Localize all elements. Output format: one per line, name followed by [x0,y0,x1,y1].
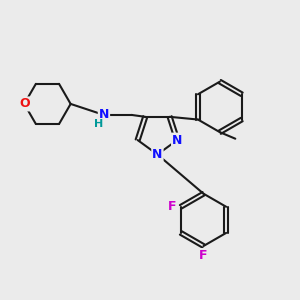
Text: N: N [152,148,163,161]
Text: F: F [168,200,176,213]
Text: O: O [19,98,30,110]
Text: F: F [199,249,208,262]
Text: N: N [172,134,182,147]
Text: N: N [99,108,109,122]
Text: H: H [94,119,103,129]
